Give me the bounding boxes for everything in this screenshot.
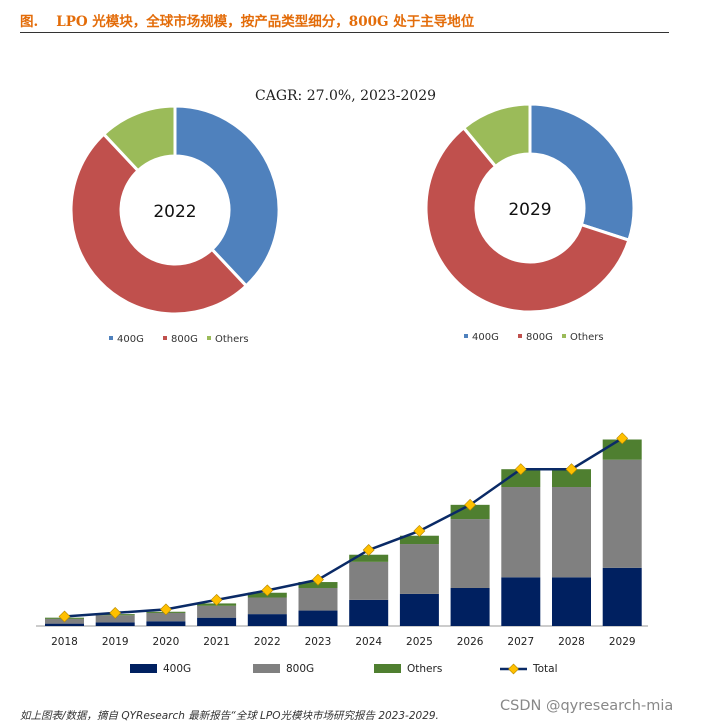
bar-400g-2022	[247, 614, 287, 626]
x-tick-label: 2022	[254, 636, 281, 648]
bar-400g-2025	[399, 593, 439, 626]
x-tick-label: 2021	[203, 636, 230, 648]
x-tick-label: 2019	[102, 636, 129, 648]
total-marker-2027	[514, 463, 527, 476]
legend-label-800g: 800G	[171, 334, 198, 345]
figure-title: 图. LPO 光模块，全球市场规模，按产品类型细分，800G 处于主导地位	[20, 10, 474, 30]
legend-label-others: Others	[570, 332, 604, 343]
figure-label: 图.	[20, 14, 39, 30]
legend-marker-800g	[163, 336, 167, 340]
legend-label-total: Total	[532, 663, 558, 675]
bar-800g-2029	[602, 459, 642, 568]
donut-center-label: 2029	[508, 200, 551, 220]
bar-400g-2024	[349, 599, 389, 626]
x-tick-label: 2027	[507, 636, 534, 648]
cagr-text: CAGR: 27.0%, 2023-2029	[255, 88, 437, 104]
donut-slice-400g	[173, 105, 281, 288]
donut-chart-2022: 2022 400G 800G Others	[69, 105, 281, 345]
bar-800g-2025	[399, 544, 439, 594]
total-marker-2019	[109, 607, 122, 619]
donut-slice-400g	[528, 103, 636, 243]
legend-label-400g: 400G	[163, 663, 191, 675]
x-tick-label: 2026	[457, 636, 484, 648]
stacked-bar-chart: 2018 2019 2020 2021 2022 2023 2024 2025 2026 2027…	[36, 432, 648, 675]
legend-marker-800g	[253, 664, 280, 673]
total-marker-2022	[261, 584, 274, 597]
total-marker-2026	[464, 498, 477, 511]
bar-400g-2029	[602, 567, 642, 626]
legend-marker-others	[207, 336, 211, 340]
bar-400g-2023	[298, 610, 338, 626]
donut-slice-others	[461, 103, 532, 169]
bar-others-2024	[349, 554, 389, 562]
x-tick-label: 2028	[558, 636, 585, 648]
bar-800g-2020	[146, 612, 186, 622]
bar-400g-2020	[146, 621, 186, 626]
bar-800g-2022	[247, 597, 287, 615]
title-rule	[20, 32, 669, 33]
x-tick-label: 2018	[51, 636, 78, 648]
bar-800g-2024	[349, 561, 389, 600]
donut-chart-2029: 2029 400G 800G Others	[424, 103, 636, 343]
total-marker-2021	[210, 593, 223, 606]
bar-400g-2028	[552, 577, 591, 626]
legend-marker-800g	[518, 334, 522, 338]
donut-slice-800g	[424, 125, 631, 314]
bar-800g-2019	[95, 615, 135, 623]
bar-800g-2027	[501, 487, 541, 578]
bar-800g-2028	[552, 487, 591, 578]
legend-label-800g: 800G	[286, 663, 314, 675]
total-marker-2028	[565, 463, 578, 476]
source-footnote: 如上图表/数据，摘自 QYResearch 最新报告“全球 LPO光模块市场研究…	[20, 710, 439, 722]
legend-marker-400g	[464, 334, 468, 338]
watermark: CSDN @qyresearch-mia	[500, 698, 674, 714]
bar-others-2026	[450, 504, 490, 520]
legend-label-others: Others	[215, 334, 249, 345]
x-tick-label: 2020	[153, 636, 180, 648]
figure-title-text: LPO 光模块，全球市场规模，按产品类型细分，800G 处于主导地位	[56, 14, 475, 30]
total-marker-2025	[413, 525, 426, 537]
legend-label-others: Others	[407, 663, 442, 675]
legend-marker-400g	[109, 336, 113, 340]
total-marker-2029	[616, 432, 629, 445]
total-marker-2018	[58, 610, 71, 623]
x-tick-label: 2023	[305, 636, 332, 648]
bar-400g-2019	[95, 622, 135, 626]
legend-marker-others	[374, 664, 401, 673]
legend-label-800g: 800G	[526, 332, 553, 343]
donut-slice-others	[101, 105, 177, 173]
bar-400g-2026	[450, 587, 490, 626]
total-marker-2020	[159, 603, 172, 616]
legend-label-400g: 400G	[117, 334, 144, 345]
bar-400g-2021	[197, 617, 237, 626]
bar-800g-2026	[450, 519, 490, 588]
bar-800g-2023	[298, 587, 338, 611]
bar-others-2027	[501, 469, 541, 488]
x-tick-label: 2029	[609, 636, 636, 648]
total-marker-2023	[312, 573, 324, 586]
total-line	[64, 437, 623, 618]
legend-marker-400g	[130, 664, 157, 673]
legend-label-400g: 400G	[472, 332, 499, 343]
legend-marker-others	[562, 334, 566, 338]
donut-center-label: 2022	[153, 202, 196, 222]
x-tick-label: 2024	[355, 636, 382, 648]
total-marker-2024	[362, 544, 375, 556]
bar-400g-2018	[45, 623, 84, 626]
x-tick-label: 2025	[406, 636, 433, 648]
donut-slice-800g	[69, 132, 249, 316]
bar-800g-2021	[197, 605, 237, 618]
bar-others-2025	[399, 535, 439, 545]
bar-others-2028	[552, 469, 591, 488]
legend-marker-total-diamond	[508, 663, 519, 675]
bar-400g-2027	[501, 577, 541, 626]
